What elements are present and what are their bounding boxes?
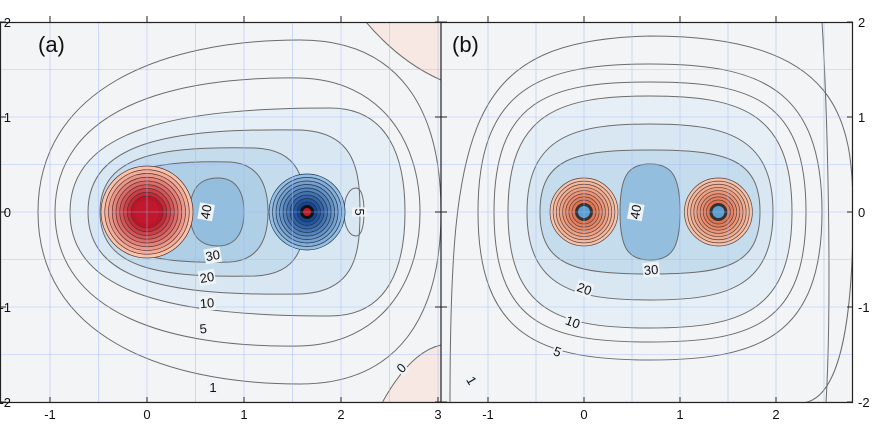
contour-label-background bbox=[208, 380, 218, 396]
panel-label-b: (b) bbox=[452, 32, 479, 57]
x-tick-label-a: 3 bbox=[434, 407, 441, 422]
contour-label-background bbox=[203, 246, 223, 265]
positive-lobe-top-right bbox=[366, 22, 441, 80]
x-tick-label-b: -1 bbox=[482, 407, 494, 422]
contour-label: 5 bbox=[552, 343, 564, 360]
contour-label-background bbox=[462, 372, 481, 389]
contour-line-1 bbox=[37, 39, 441, 385]
contour-label-background bbox=[352, 207, 368, 217]
y-tick-label-b: -2 bbox=[858, 395, 870, 410]
x-tick-label-a: -1 bbox=[44, 407, 56, 422]
contour-label: 40 bbox=[197, 203, 214, 220]
contour-label: 5 bbox=[199, 321, 208, 337]
axes-overlay: -1 0 1 2 3 -1 0 1 2 -2 -1 0 1 2 -2 -1 0 1 2 (a) (b) bbox=[0, 15, 870, 422]
contour-label: 40 bbox=[627, 203, 644, 220]
contour-label-background bbox=[197, 202, 215, 222]
contour-label-background bbox=[198, 294, 216, 312]
contour-line-1 bbox=[449, 35, 853, 403]
contour-label-background bbox=[392, 359, 410, 377]
y-tick-label-b: 0 bbox=[858, 205, 865, 220]
panel-label-a: (a) bbox=[38, 32, 65, 57]
x-tick-label-a: 1 bbox=[240, 407, 247, 422]
contour-label-background bbox=[626, 202, 645, 222]
contour-label-background bbox=[197, 268, 217, 287]
x-tick-label-b: 1 bbox=[676, 407, 683, 422]
y-tick-label-b: 2 bbox=[858, 15, 865, 30]
contour-label-background bbox=[574, 279, 595, 299]
contour-line-9 bbox=[365, 22, 441, 81]
y-tick-label-a: 2 bbox=[4, 15, 11, 30]
y-tick-label-b: -1 bbox=[858, 300, 870, 315]
x-tick-label-b: 0 bbox=[580, 407, 587, 422]
y-tick-label-a: -1 bbox=[0, 300, 11, 315]
contour-label-background bbox=[197, 320, 209, 337]
contour-line-10 bbox=[381, 344, 441, 403]
contour-label: 20 bbox=[199, 269, 216, 286]
y-tick-label-a: 0 bbox=[4, 205, 11, 220]
positive-lobe-bottom-right bbox=[382, 345, 441, 403]
contour-label: 30 bbox=[643, 262, 659, 278]
y-tick-label-a: -2 bbox=[0, 395, 11, 410]
contour-label: 10 bbox=[563, 313, 582, 332]
contour-label-background bbox=[642, 261, 660, 279]
grid-lines bbox=[441, 22, 853, 403]
y-tick-label-b: 1 bbox=[858, 110, 865, 125]
contour-label: 1 bbox=[209, 380, 216, 395]
x-tick-label-b: 2 bbox=[772, 407, 779, 422]
contour-label-background bbox=[562, 312, 584, 333]
contour-label-background bbox=[550, 342, 565, 361]
contour-label: 20 bbox=[575, 279, 594, 298]
x-tick-label-a: 2 bbox=[337, 407, 344, 422]
x-tick-label-a: 0 bbox=[143, 407, 150, 422]
contour-label: 30 bbox=[204, 247, 221, 264]
contour-label: 5 bbox=[352, 208, 367, 215]
contour-label: 10 bbox=[199, 295, 215, 311]
y-tick-label-a: 1 bbox=[4, 110, 11, 125]
